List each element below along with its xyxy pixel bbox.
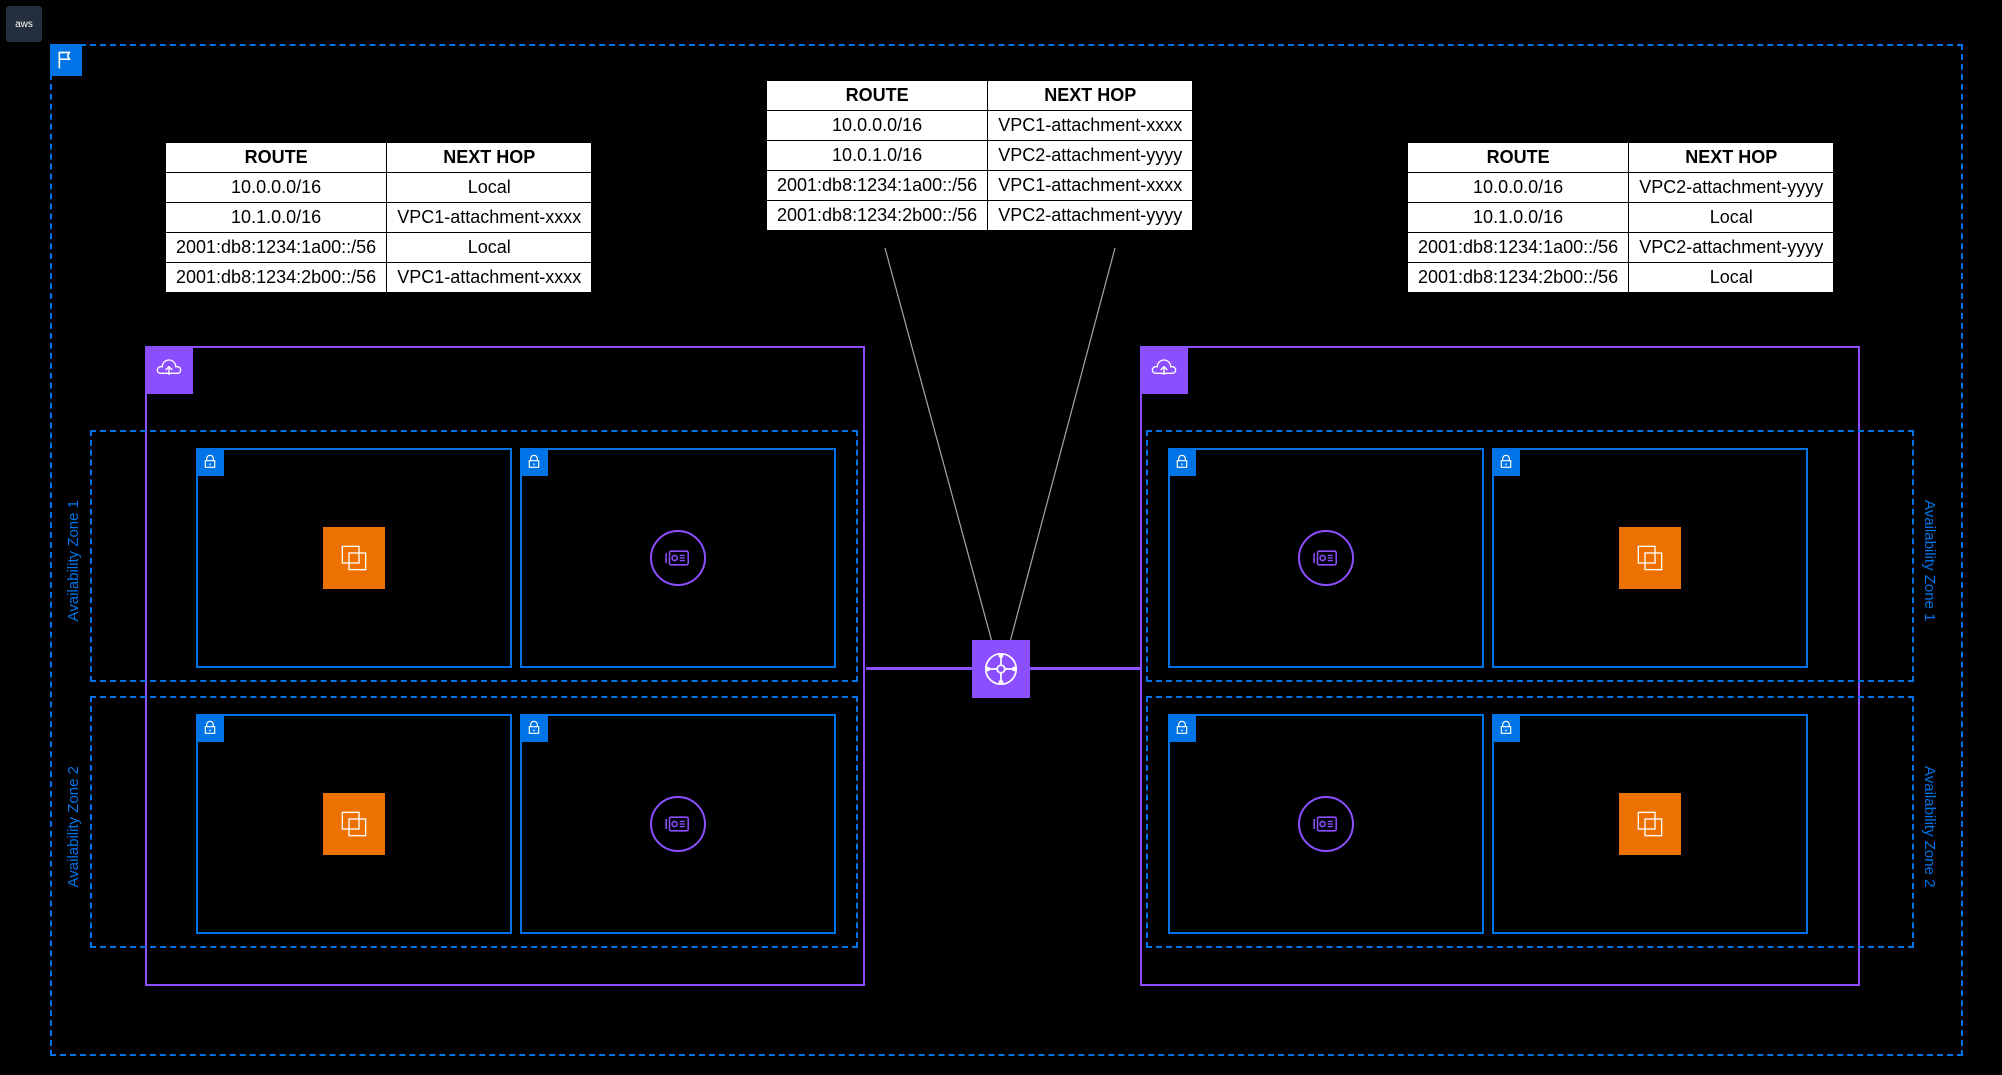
rt-header-route: ROUTE <box>166 143 387 173</box>
cell: Local <box>387 173 592 203</box>
cell: Local <box>1629 203 1834 233</box>
route-table-center: ROUTENEXT HOP 10.0.0.0/16VPC1-attachment… <box>766 80 1193 231</box>
lock-icon <box>196 448 224 476</box>
cell: 10.0.0.0/16 <box>1408 173 1629 203</box>
vpc-icon <box>1140 346 1188 394</box>
elastic-network-interface-icon <box>650 796 706 852</box>
rt-header-nexthop: NEXT HOP <box>1629 143 1834 173</box>
table-row: 2001:db8:1234:2b00::/56VPC1-attachment-x… <box>166 263 592 293</box>
lock-icon <box>1168 714 1196 742</box>
availability-zone-label: Availability Zone 1 <box>1921 500 1938 621</box>
availability-zone-label: Availability Zone 2 <box>1921 766 1938 887</box>
rt-header-nexthop: NEXT HOP <box>988 81 1193 111</box>
ec2-instance-icon <box>323 793 385 855</box>
table-row: 10.1.0.0/16Local <box>1408 203 1834 233</box>
table-row: 10.1.0.0/16VPC1-attachment-xxxx <box>166 203 592 233</box>
vpc-icon <box>145 346 193 394</box>
lock-icon <box>520 714 548 742</box>
vpc-attachment-connector <box>1030 667 1140 670</box>
table-row: 2001:db8:1234:2b00::/56VPC2-attachment-y… <box>767 201 1193 231</box>
elastic-network-interface-icon <box>1298 530 1354 586</box>
table-row: 10.0.0.0/16VPC1-attachment-xxxx <box>767 111 1193 141</box>
table-row: 10.0.0.0/16Local <box>166 173 592 203</box>
table-row: 2001:db8:1234:1a00::/56VPC2-attachment-y… <box>1408 233 1834 263</box>
region-flag-icon <box>50 44 82 76</box>
table-row: 2001:db8:1234:1a00::/56Local <box>166 233 592 263</box>
table-row: 10.0.0.0/16VPC2-attachment-yyyy <box>1408 173 1834 203</box>
lock-icon <box>1168 448 1196 476</box>
cell: VPC2-attachment-yyyy <box>1629 173 1834 203</box>
table-row: 2001:db8:1234:1a00::/56VPC1-attachment-x… <box>767 171 1193 201</box>
cell: 10.0.0.0/16 <box>166 173 387 203</box>
cell: 2001:db8:1234:2b00::/56 <box>1408 263 1629 293</box>
cell: 2001:db8:1234:1a00::/56 <box>1408 233 1629 263</box>
table-row: 10.0.1.0/16VPC2-attachment-yyyy <box>767 141 1193 171</box>
cell: VPC1-attachment-xxxx <box>387 203 592 233</box>
ec2-instance-icon <box>1619 527 1681 589</box>
elastic-network-interface-icon <box>650 530 706 586</box>
cell: 10.0.1.0/16 <box>767 141 988 171</box>
availability-zone-label: Availability Zone 2 <box>65 766 82 887</box>
transit-gateway-icon <box>972 640 1030 698</box>
cell: VPC2-attachment-yyyy <box>988 201 1193 231</box>
table-row: 2001:db8:1234:2b00::/56Local <box>1408 263 1834 293</box>
ec2-instance-icon <box>323 527 385 589</box>
lock-icon <box>520 448 548 476</box>
vpc-attachment-connector <box>866 667 972 670</box>
cell: VPC2-attachment-yyyy <box>1629 233 1834 263</box>
cell: VPC1-attachment-xxxx <box>988 111 1193 141</box>
aws-logo-badge: aws <box>6 6 42 42</box>
cell: 2001:db8:1234:1a00::/56 <box>166 233 387 263</box>
lock-icon <box>1492 448 1520 476</box>
cell: 10.0.0.0/16 <box>767 111 988 141</box>
cell: Local <box>1629 263 1834 293</box>
cell: 2001:db8:1234:2b00::/56 <box>166 263 387 293</box>
rt-header-route: ROUTE <box>767 81 988 111</box>
cell: VPC1-attachment-xxxx <box>988 171 1193 201</box>
cell: 10.1.0.0/16 <box>166 203 387 233</box>
lock-icon <box>196 714 224 742</box>
rt-header-route: ROUTE <box>1408 143 1629 173</box>
cell: 10.1.0.0/16 <box>1408 203 1629 233</box>
route-table-right: ROUTENEXT HOP 10.0.0.0/16VPC2-attachment… <box>1407 142 1834 293</box>
cell: VPC1-attachment-xxxx <box>387 263 592 293</box>
cell: VPC2-attachment-yyyy <box>988 141 1193 171</box>
cell: Local <box>387 233 592 263</box>
cell: 2001:db8:1234:2b00::/56 <box>767 201 988 231</box>
availability-zone-label: Availability Zone 1 <box>65 500 82 621</box>
elastic-network-interface-icon <box>1298 796 1354 852</box>
cell: 2001:db8:1234:1a00::/56 <box>767 171 988 201</box>
rt-header-nexthop: NEXT HOP <box>387 143 592 173</box>
aws-logo-text: aws <box>15 19 33 30</box>
lock-icon <box>1492 714 1520 742</box>
route-table-left: ROUTENEXT HOP 10.0.0.0/16Local10.1.0.0/1… <box>165 142 592 293</box>
ec2-instance-icon <box>1619 793 1681 855</box>
